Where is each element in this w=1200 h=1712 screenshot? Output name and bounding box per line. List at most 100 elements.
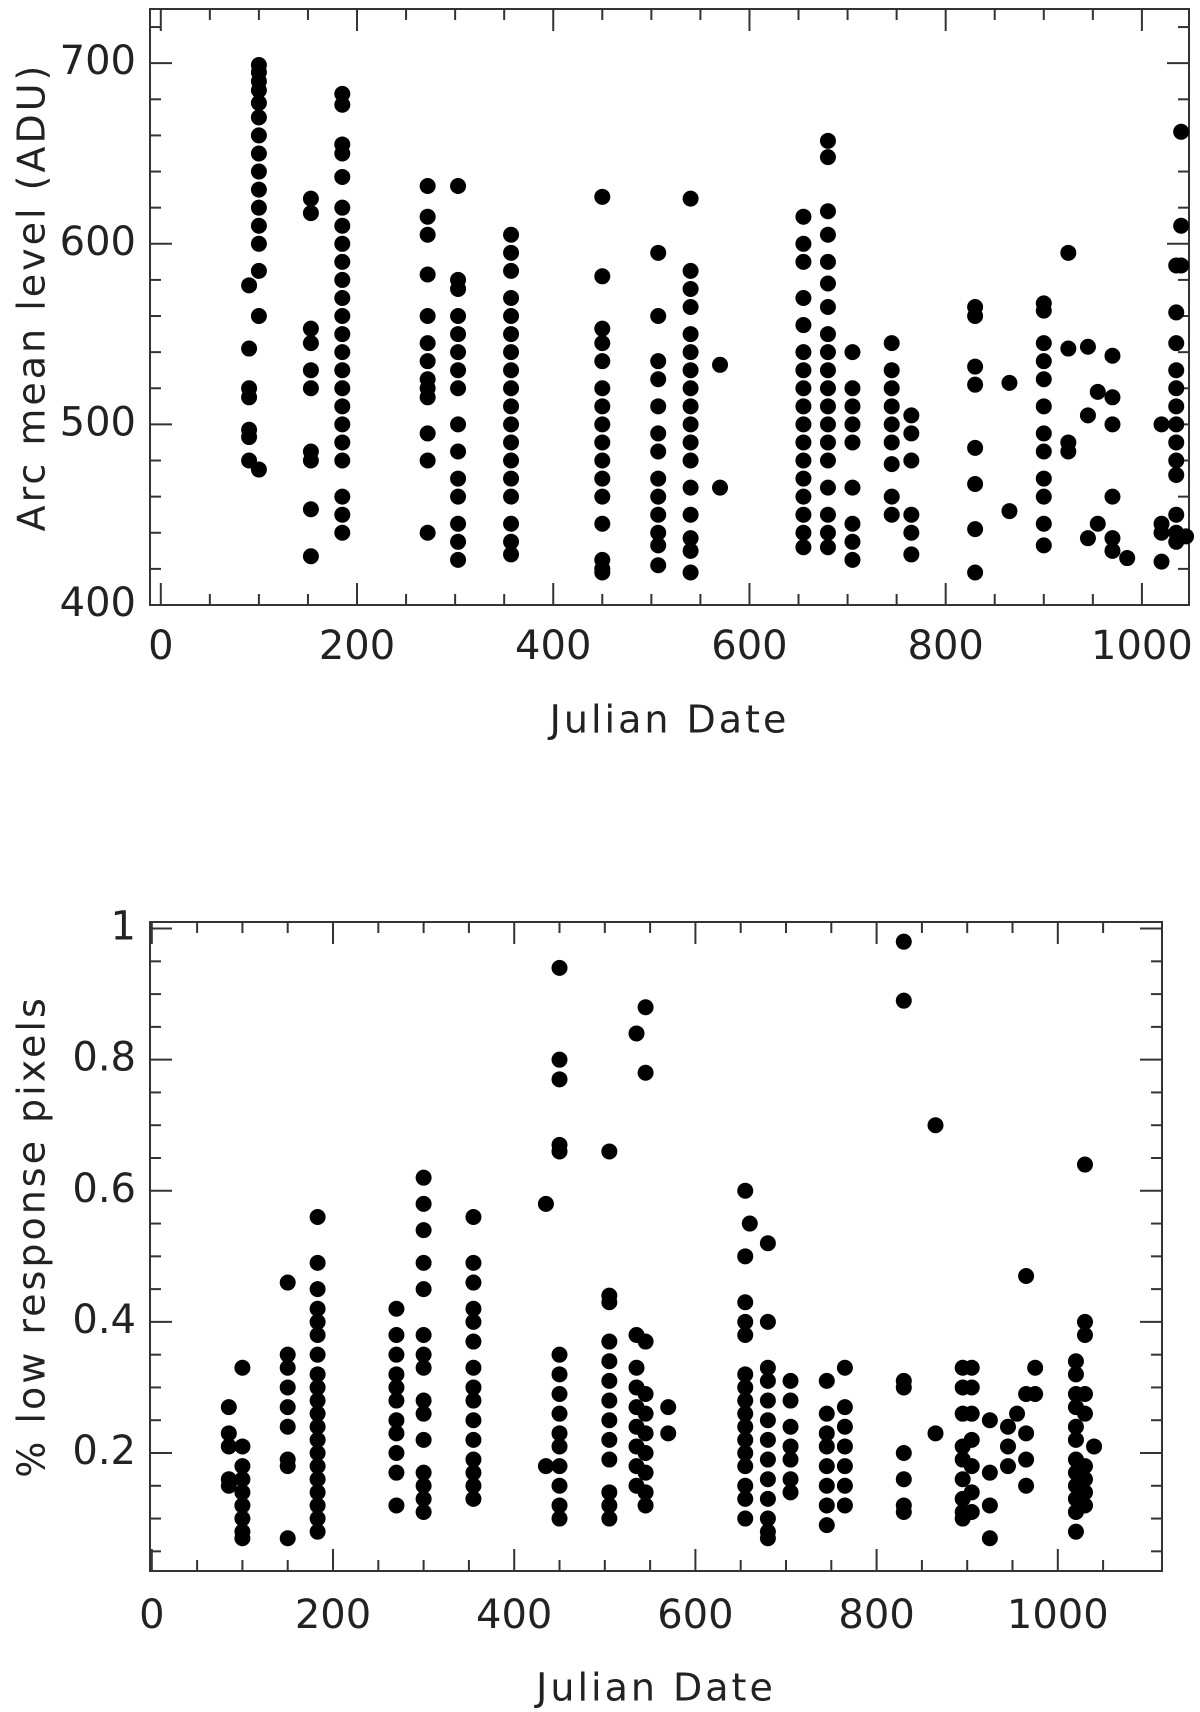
data-point xyxy=(334,271,351,288)
data-point xyxy=(334,168,351,185)
data-point xyxy=(1076,1405,1093,1422)
data-point xyxy=(650,425,667,442)
data-point xyxy=(1027,1386,1044,1402)
data-point xyxy=(450,326,467,343)
data-point xyxy=(450,551,467,568)
data-point xyxy=(415,1392,432,1409)
data-point xyxy=(220,1399,237,1416)
data-point xyxy=(250,181,267,198)
data-point xyxy=(302,452,319,469)
data-point xyxy=(415,1281,432,1298)
data-point xyxy=(1168,416,1185,433)
data-point xyxy=(415,1464,432,1481)
data-point xyxy=(737,1294,754,1311)
data-point xyxy=(682,299,699,315)
x-tick-label: 0 xyxy=(139,1592,164,1638)
data-point xyxy=(334,506,351,523)
data-point xyxy=(682,380,699,397)
data-point xyxy=(967,308,984,325)
data-point xyxy=(981,1464,998,1481)
data-point xyxy=(241,277,258,294)
data-point xyxy=(601,1294,618,1311)
data-point xyxy=(637,1386,654,1402)
data-point xyxy=(334,308,351,325)
data-point xyxy=(844,533,861,550)
data-point xyxy=(883,398,900,415)
data-point xyxy=(601,1484,618,1501)
data-point xyxy=(818,1425,835,1442)
data-point xyxy=(334,199,351,216)
data-point xyxy=(309,1497,326,1514)
data-point xyxy=(419,335,436,352)
data-point xyxy=(1104,347,1121,364)
data-point xyxy=(551,1143,568,1160)
data-point xyxy=(250,217,267,234)
data-point xyxy=(503,416,520,433)
data-point xyxy=(601,1372,618,1389)
data-point xyxy=(1168,466,1185,483)
data-point xyxy=(220,1477,237,1494)
data-point xyxy=(1173,217,1190,234)
data-point xyxy=(1076,1497,1093,1514)
data-point xyxy=(1089,515,1106,532)
x-tick-label: 1000 xyxy=(1007,1592,1109,1638)
data-point xyxy=(682,564,699,581)
y-tick-label: 0.4 xyxy=(72,1297,136,1343)
data-point xyxy=(650,537,667,554)
data-point xyxy=(388,1327,405,1343)
data-point xyxy=(419,389,436,406)
data-point xyxy=(759,1359,776,1376)
data-point xyxy=(682,326,699,343)
data-point xyxy=(465,1274,482,1291)
data-point xyxy=(759,1431,776,1448)
data-point xyxy=(795,434,812,451)
data-point xyxy=(250,109,267,126)
x-tick-label: 600 xyxy=(711,623,787,669)
x-tick-label: 400 xyxy=(476,1592,552,1638)
data-point xyxy=(234,1497,251,1514)
data-point xyxy=(309,1327,326,1343)
data-point xyxy=(302,548,319,565)
data-point xyxy=(450,308,467,325)
data-point xyxy=(903,452,920,469)
data-point xyxy=(220,1425,237,1442)
data-point xyxy=(963,1504,980,1520)
data-point xyxy=(503,398,520,415)
data-point xyxy=(503,546,520,563)
data-point xyxy=(309,1281,326,1298)
data-point xyxy=(334,380,351,397)
data-point xyxy=(1018,1268,1035,1284)
data-point xyxy=(819,226,836,243)
data-point xyxy=(795,289,812,306)
data-point xyxy=(419,208,436,225)
data-point xyxy=(895,1471,912,1488)
data-point xyxy=(309,1300,326,1317)
data-point xyxy=(712,356,729,373)
data-point xyxy=(759,1392,776,1409)
data-point xyxy=(844,344,861,361)
y-tick-label: 400 xyxy=(60,580,136,626)
data-point xyxy=(334,452,351,469)
data-point xyxy=(1076,1156,1093,1173)
data-point xyxy=(220,1438,237,1455)
data-point xyxy=(594,470,611,487)
data-point xyxy=(250,461,267,478)
data-point xyxy=(388,1445,405,1461)
data-point xyxy=(895,933,912,950)
data-point xyxy=(1018,1477,1035,1494)
data-point xyxy=(309,1523,326,1540)
data-point xyxy=(1067,1366,1084,1383)
data-point xyxy=(601,1353,618,1370)
data-point xyxy=(450,488,467,505)
data-point xyxy=(415,1346,432,1363)
data-point xyxy=(279,1379,296,1396)
data-point xyxy=(682,479,699,496)
x-tick-label: 0 xyxy=(148,623,173,669)
data-point xyxy=(759,1412,776,1429)
data-point xyxy=(836,1497,853,1514)
data-point xyxy=(234,1510,251,1527)
data-point xyxy=(637,1425,654,1442)
data-point xyxy=(415,1504,432,1520)
data-point xyxy=(836,1477,853,1494)
